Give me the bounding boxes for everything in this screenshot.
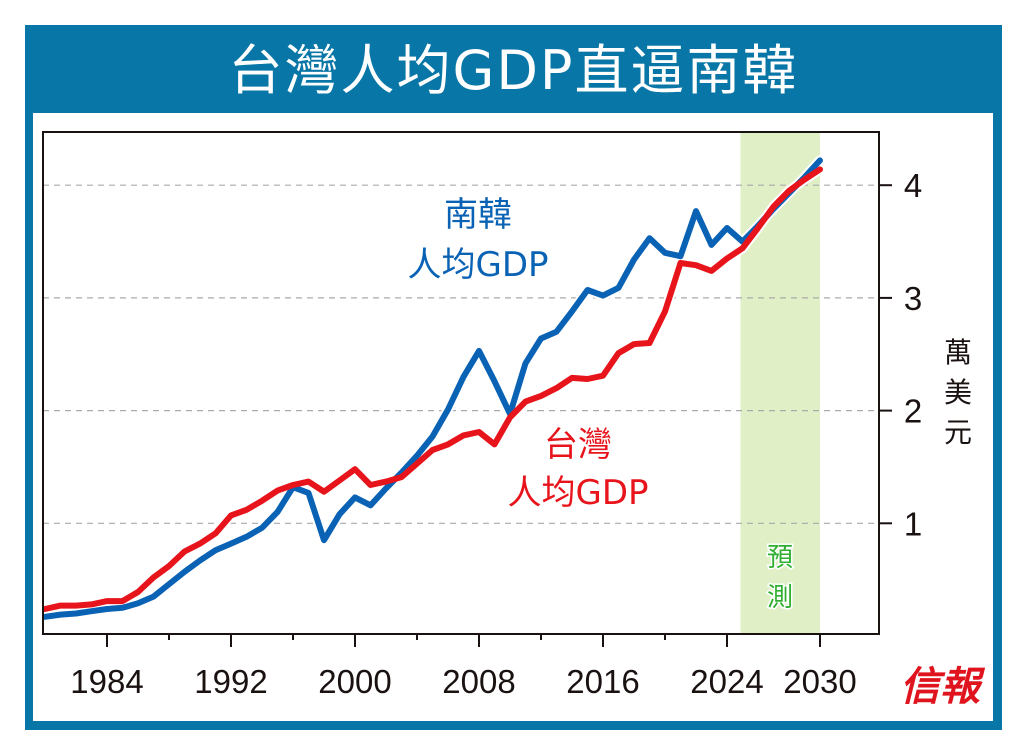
chart-title: 台灣人均GDP直逼南韓 [228,39,799,102]
y-tick-label-3: 3 [904,280,922,317]
forecast-band [740,132,820,634]
x-tick-label-2030: 2030 [783,663,856,700]
y-axis-unit-char3: 元 [944,416,972,449]
x-tick-label-1992: 1992 [194,663,267,700]
plot-area-border [42,131,880,635]
y-axis-unit-char1: 萬 [944,336,972,369]
x-tick-label-2024: 2024 [690,663,763,700]
y-axis-unit-char2: 美 [944,376,972,409]
korea-label-line1: 南韓 [444,195,512,235]
korea-gdp-line [42,157,823,620]
taiwan-label-line1: 台灣 [544,425,612,465]
y-tick-label-2: 2 [904,393,922,430]
taiwan-label-line2: 人均GDP [507,473,648,513]
x-tick-label-1984: 1984 [70,663,143,700]
x-tick-label-2000: 2000 [318,663,391,700]
y-tick-label-1: 1 [904,505,922,542]
x-tick-label-2008: 2008 [442,663,515,700]
forecast-label-char2: 測 [767,583,793,613]
chart-frame: 台灣人均GDP直逼南韓 [25,25,1002,730]
taiwan-gdp-line [42,166,823,612]
x-tick-label-2016: 2016 [566,663,639,700]
source-logo: 信報 [900,663,986,710]
forecast-label-char1: 預 [767,543,793,573]
y-tick-label-4: 4 [904,167,922,204]
korea-label-line2: 人均GDP [407,245,548,285]
